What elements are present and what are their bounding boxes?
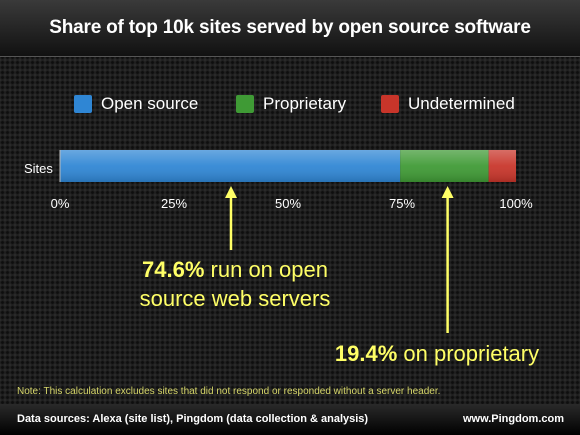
annotation-value: 74.6% [142,257,205,282]
annotation-text: on proprietary [397,341,540,366]
x-tick-label: 75% [389,196,415,211]
footer-bar: Data sources: Alexa (site list), Pingdom… [0,404,580,435]
legend-swatch-proprietary [236,95,254,113]
chart-canvas: 0% 25% 50% 75% 100% [51,150,533,333]
legend-item-open-source: Open source [74,94,198,114]
legend-swatch-undetermined [381,95,399,113]
category-label: Sites [24,161,53,176]
footnote: Note: This calculation excludes sites th… [17,386,441,397]
x-tick-label: 25% [161,196,187,211]
x-tick-label: 100% [499,196,533,211]
title-bar: Share of top 10k sites served by open so… [0,0,580,57]
legend-swatch-open-source [74,95,92,113]
annotation-proprietary: 19.4% on proprietary [312,339,562,368]
bar-gloss-open-source [60,150,401,182]
annotation-arrow-open-source-head [225,186,237,198]
legend: Open source Proprietary Undetermined [0,94,580,114]
site-url: www.Pingdom.com [462,413,564,425]
bar-gloss-proprietary [400,150,489,182]
data-sources: Data sources: Alexa (site list), Pingdom… [17,413,369,425]
annotation-arrow-proprietary-head [441,186,454,198]
x-tick-label: 50% [275,196,301,211]
legend-label: Proprietary [263,94,347,113]
x-tick-label: 0% [51,196,70,211]
chart-title: Share of top 10k sites served by open so… [49,17,531,38]
legend-label: Open source [101,94,199,113]
bar-gloss-undetermined [488,150,516,182]
annotation-open-source: 74.6% run on open source web servers [120,255,350,313]
legend-label: Undetermined [408,94,515,113]
legend-item-undetermined: Undetermined [381,94,515,114]
annotation-text: run on open source web servers [139,257,331,311]
annotation-value: 19.4% [334,341,398,366]
legend-item-proprietary: Proprietary [236,94,346,114]
